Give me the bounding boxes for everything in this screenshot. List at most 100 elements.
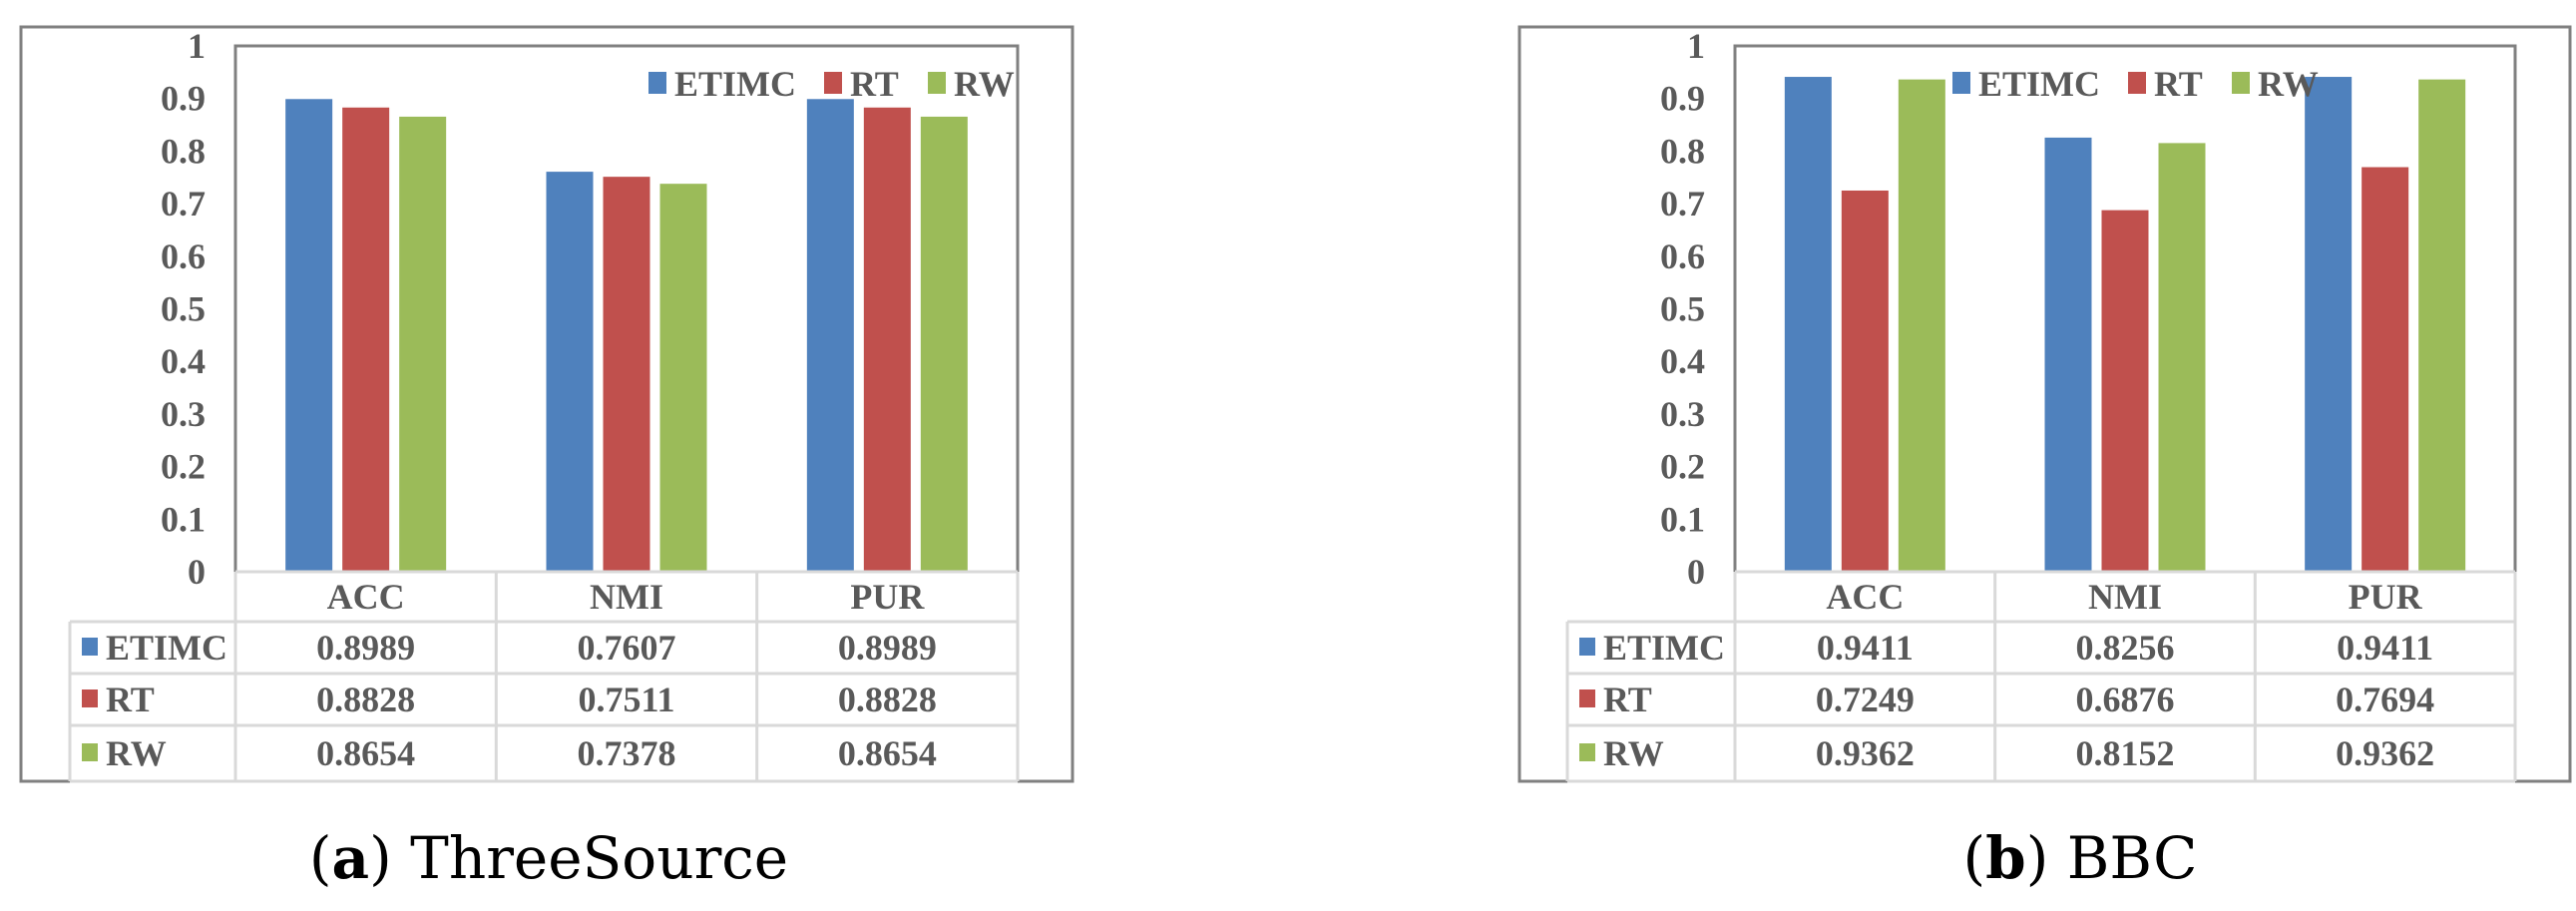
table-swatch-etimc	[82, 638, 98, 656]
bar-rt-pur	[2361, 167, 2409, 573]
caption-label: a	[332, 824, 370, 892]
legend-label-etimc: ETIMC	[674, 64, 796, 104]
table-cell: 0.9362	[1816, 733, 1915, 773]
table-swatch-etimc	[1579, 638, 1595, 656]
legend-swatch-rw	[2232, 72, 2250, 94]
y-tick-label: 0.5	[1660, 289, 1705, 329]
bar-etimc-pur	[2305, 77, 2353, 573]
bar-rt-nmi	[603, 177, 650, 573]
legend-swatch-etimc	[1952, 72, 1970, 94]
bar-rt-acc	[1841, 190, 1889, 572]
y-tick-label: 0.2	[1660, 447, 1705, 487]
figure-caption: (b) BBC	[1963, 824, 2198, 892]
caption-paren: (	[1963, 824, 1986, 892]
y-tick-label: 0.9	[161, 79, 206, 119]
figure-caption: (a) ThreeSource	[309, 824, 788, 892]
table-row-label: ETIMC	[106, 628, 227, 668]
legend-label-rt: RT	[2154, 64, 2203, 104]
table-cell: 0.8256	[2076, 628, 2175, 668]
table-header-acc: ACC	[327, 577, 405, 617]
legend-label-rw: RW	[954, 64, 1015, 104]
bar-etimc-pur	[806, 99, 854, 573]
table-row-label: RW	[106, 733, 167, 773]
legend-label-rt: RT	[850, 64, 899, 104]
caption-label: b	[1985, 824, 2026, 892]
table-cell: 0.7378	[578, 733, 676, 773]
bar-rt-pur	[863, 107, 911, 572]
table-cell: 0.9411	[1817, 628, 1914, 668]
y-tick-label: 0.7	[161, 184, 206, 224]
y-tick-label: 0.5	[161, 289, 206, 329]
table-header-pur: PUR	[850, 577, 925, 617]
table-cell: 0.9362	[2336, 733, 2434, 773]
y-tick-label: 0.8	[1660, 131, 1705, 171]
table-swatch-rt	[82, 689, 98, 707]
bar-etimc-acc	[285, 99, 333, 573]
table-row-label: RT	[1603, 680, 1652, 719]
table-swatch-rw	[1579, 743, 1595, 761]
y-tick-label: 0.3	[1660, 394, 1705, 434]
table-cell: 0.8989	[838, 628, 937, 668]
table-cell: 0.7607	[578, 628, 676, 668]
table-cell: 0.8828	[838, 680, 937, 719]
table-swatch-rw	[82, 743, 98, 761]
y-tick-label: 0.1	[161, 499, 206, 539]
y-tick-label: 1	[1687, 26, 1705, 66]
bar-rt-acc	[342, 107, 390, 572]
table-row-label: ETIMC	[1603, 628, 1725, 668]
y-tick-label: 0.8	[161, 131, 206, 171]
table-row-label: RT	[106, 680, 155, 719]
caption-text: ) BBC	[2026, 824, 2198, 892]
bar-etimc-nmi	[546, 172, 594, 573]
table-header-acc: ACC	[1826, 577, 1904, 617]
table-cell: 0.9411	[2337, 628, 2433, 668]
legend-label-rw: RW	[2258, 64, 2319, 104]
y-tick-label: 0	[1687, 552, 1705, 592]
bar-rt-nmi	[2101, 210, 2149, 572]
legend-swatch-rt	[2128, 72, 2146, 94]
y-tick-label: 1	[188, 26, 206, 66]
y-tick-label: 0.6	[1660, 236, 1705, 276]
y-tick-label: 0.2	[161, 447, 206, 487]
legend-swatch-rt	[824, 72, 842, 94]
caption-paren: (	[309, 824, 332, 892]
caption-text: ) ThreeSource	[369, 824, 788, 892]
y-tick-label: 0.7	[1660, 184, 1705, 224]
legend-label-etimc: ETIMC	[1978, 64, 2100, 104]
table-header-pur: PUR	[2349, 577, 2423, 617]
bar-rw-nmi	[2158, 143, 2206, 573]
table-cell: 0.8989	[316, 628, 415, 668]
table-cell: 0.7511	[578, 680, 674, 719]
table-header-nmi: NMI	[590, 577, 663, 617]
legend-swatch-etimc	[648, 72, 666, 94]
table-cell: 0.8654	[838, 733, 937, 773]
y-tick-label: 0.3	[161, 394, 206, 434]
bar-rw-acc	[1898, 79, 1945, 573]
y-tick-label: 0.6	[161, 236, 206, 276]
table-header-nmi: NMI	[2088, 577, 2162, 617]
y-tick-label: 0	[188, 552, 206, 592]
table-cell: 0.7249	[1816, 680, 1915, 719]
bar-rw-nmi	[659, 184, 707, 573]
bar-rw-pur	[920, 116, 968, 572]
table-swatch-rt	[1579, 689, 1595, 707]
y-tick-label: 0.1	[1660, 499, 1705, 539]
bar-etimc-nmi	[2044, 137, 2092, 572]
data-table: ACC NMI PUR ETIMC 0.8989 0.7607 0.8989 RT 0.8828…	[68, 570, 1020, 783]
table-cell: 0.7694	[2336, 680, 2434, 719]
y-tick-label: 0.9	[1660, 79, 1705, 119]
data-table: ACC NMI PUR ETIMC 0.9411 0.8256 0.9411 RT 0.7249…	[1565, 570, 2517, 783]
y-tick-label: 0.4	[1660, 341, 1705, 381]
table-cell: 0.6876	[2076, 680, 2175, 719]
bar-rw-pur	[2418, 79, 2466, 573]
bar-etimc-acc	[1784, 77, 1832, 573]
table-row-label: RW	[1603, 733, 1664, 773]
bar-rw-acc	[399, 116, 447, 572]
table-cell: 0.8152	[2076, 733, 2175, 773]
legend-swatch-rw	[928, 72, 946, 94]
table-cell: 0.8654	[316, 733, 415, 773]
table-cell: 0.8828	[316, 680, 415, 719]
